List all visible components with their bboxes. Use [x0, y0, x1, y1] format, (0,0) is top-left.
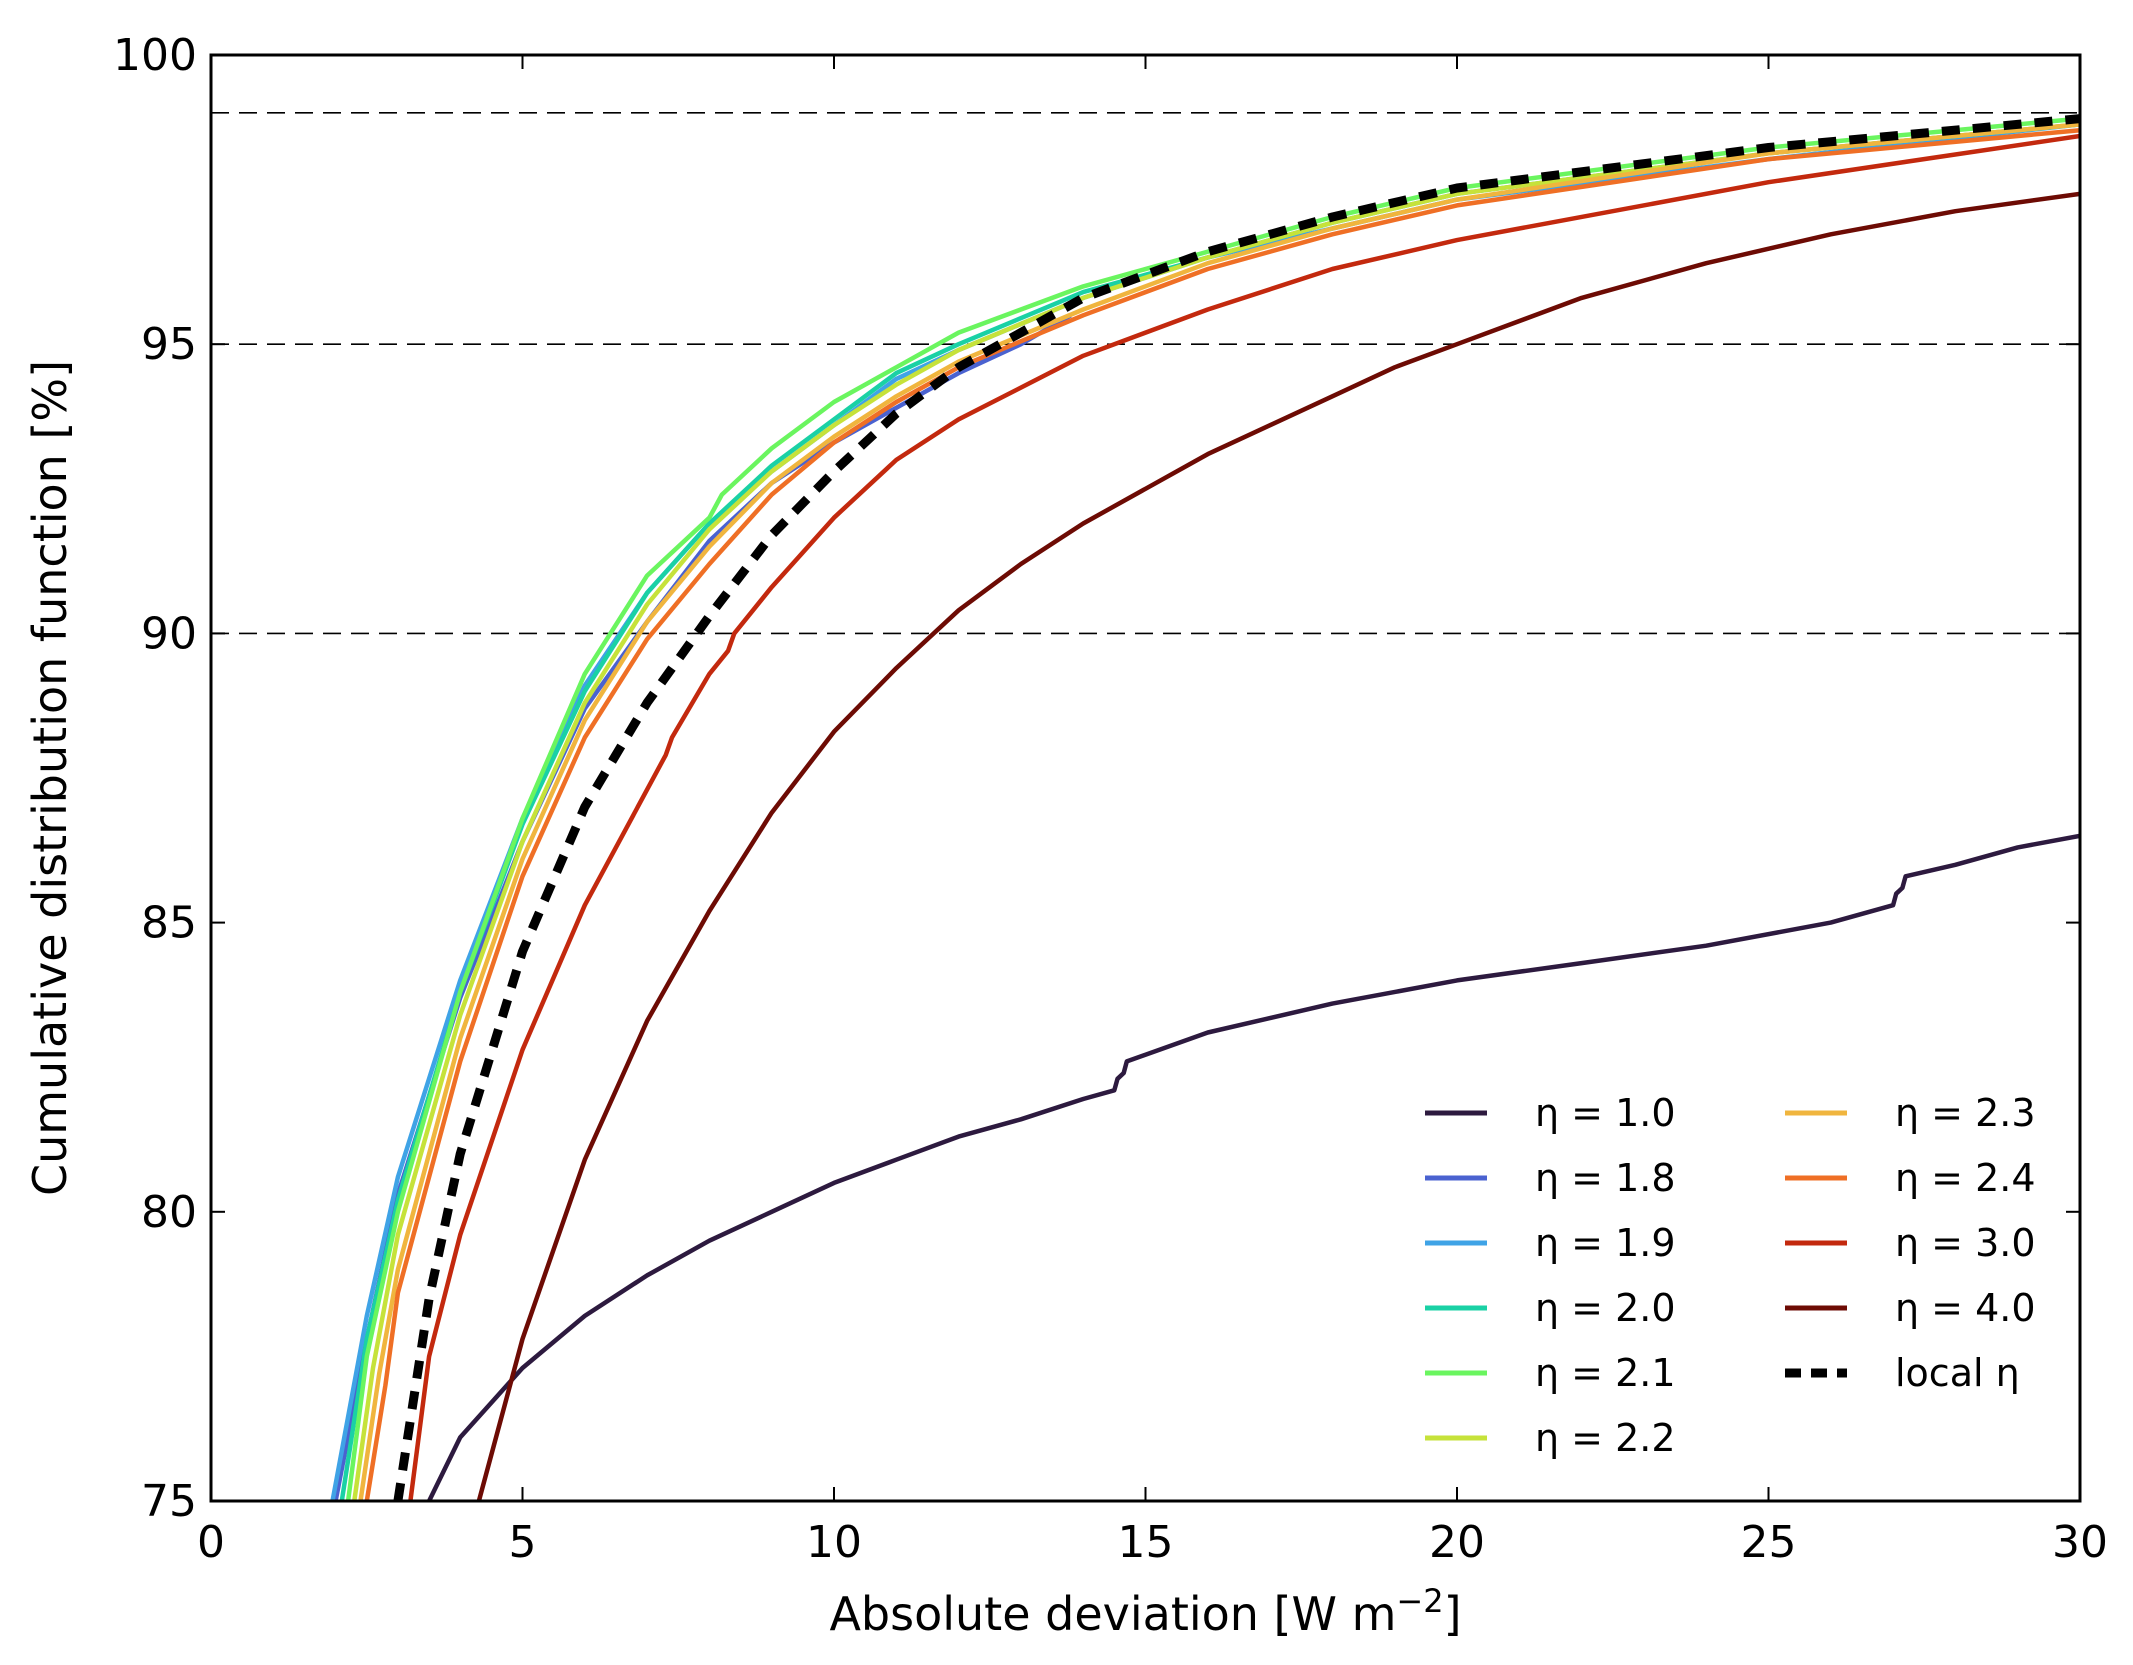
x-tick-label: 30	[2052, 1517, 2108, 1568]
series-line-4	[345, 116, 2080, 1501]
series-line-0	[427, 833, 2080, 1501]
y-axis-label: Cumulative distribution function [%]	[23, 360, 77, 1196]
x-tick-label: 20	[1429, 1517, 1485, 1568]
legend-label: η = 2.3	[1895, 1091, 2036, 1135]
series-line-7	[364, 127, 2080, 1501]
series-line-2	[330, 122, 2080, 1501]
series-line-10	[393, 114, 2080, 1501]
series-line-8	[408, 133, 2080, 1501]
y-tick-label: 80	[141, 1187, 197, 1238]
series-line-6	[358, 122, 2080, 1501]
legend-label: η = 2.2	[1535, 1416, 1676, 1460]
legend: η = 1.0 η = 1.8 η = 1.9 η = 2.0 η = 2.1 η = 2…	[1425, 1091, 2036, 1460]
legend-label: η = 3.0	[1895, 1221, 2036, 1265]
series-line-3	[339, 122, 2080, 1501]
reference-lines	[211, 112, 2080, 635]
series-line-9	[476, 191, 2080, 1501]
x-axis-label: Absolute deviation [W m−2]	[829, 1582, 1461, 1641]
legend-label: local η	[1895, 1351, 2020, 1395]
legend-label: η = 2.0	[1535, 1286, 1676, 1330]
series-line-5	[352, 122, 2080, 1501]
y-tick-label: 75	[141, 1476, 197, 1527]
legend-label: η = 4.0	[1895, 1286, 2036, 1330]
x-tick-label: 10	[806, 1517, 862, 1568]
plot-frame	[209, 53, 2082, 1503]
legend-label: η = 2.1	[1535, 1351, 1676, 1395]
series-line-1	[333, 313, 1072, 1501]
legend-label: η = 1.8	[1535, 1156, 1676, 1200]
x-axis-ticks: 0 5 10 15 20 25 30	[197, 55, 2108, 1568]
legend-label: η = 2.4	[1895, 1156, 2036, 1200]
x-tick-label: 15	[1118, 1517, 1174, 1568]
legend-label: η = 1.9	[1535, 1221, 1676, 1265]
x-tick-label: 0	[197, 1517, 225, 1568]
y-tick-label: 90	[141, 608, 197, 659]
y-tick-label: 95	[141, 319, 197, 370]
plot-lines	[330, 114, 2080, 1501]
x-tick-label: 25	[1741, 1517, 1797, 1568]
y-tick-label: 100	[113, 30, 197, 81]
y-axis-ticks: 75 80 85 90 95 100	[113, 30, 2080, 1527]
y-tick-label: 85	[141, 898, 197, 949]
legend-label: η = 1.0	[1535, 1091, 1676, 1135]
x-tick-label: 5	[509, 1517, 537, 1568]
